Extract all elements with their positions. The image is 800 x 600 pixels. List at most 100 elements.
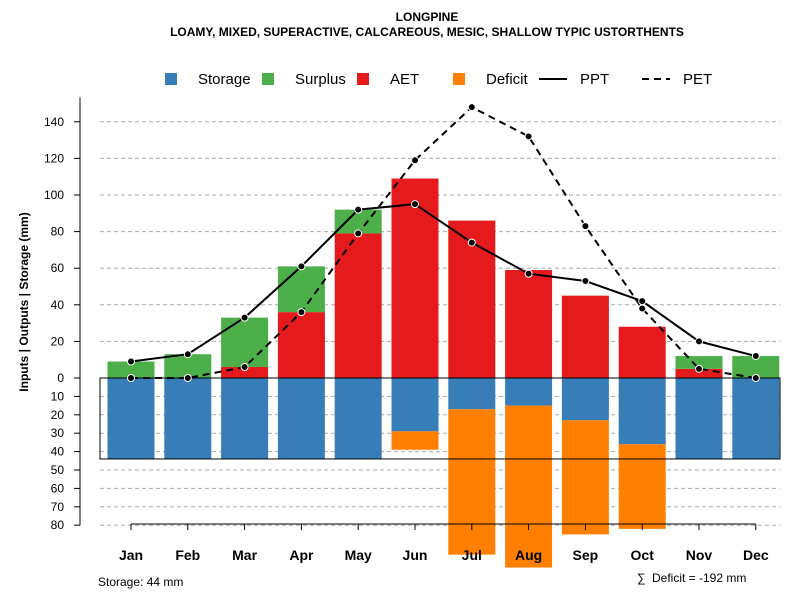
y-tick-label-lower: 20 xyxy=(51,408,65,422)
legend: Storage Surplus AET Deficit PPT PET xyxy=(165,71,712,88)
pet-line xyxy=(131,105,756,379)
axes: 0 20 40 60 80 100 120 140 10 20 30 40 50 60 70 80 Jan Feb… xyxy=(44,97,769,563)
aet-bar-sep xyxy=(561,295,609,378)
pet-point-apr xyxy=(297,308,306,317)
y-tick-label-upper: 0 xyxy=(57,371,64,385)
deficit-bar-sep xyxy=(561,420,609,535)
storage-note: Storage: 44 mm xyxy=(98,575,183,589)
bars xyxy=(99,178,781,568)
ppt-point-nov xyxy=(695,337,703,346)
aet-bar-mar xyxy=(221,367,269,378)
pet-point-dec xyxy=(751,374,760,382)
series-lines xyxy=(127,103,760,382)
deficit-bar-jun xyxy=(391,431,439,450)
storage-bar-aug xyxy=(505,378,553,406)
y-tick-label-upper: 20 xyxy=(51,334,65,348)
legend-label-storage: Storage xyxy=(198,71,251,88)
y-tick-label-upper: 140 xyxy=(44,115,64,129)
legend-swatch-aet xyxy=(357,73,369,85)
legend-label-ppt: PPT xyxy=(580,71,609,88)
aet-bar-aug xyxy=(505,270,553,378)
y-tick-label-upper: 120 xyxy=(44,151,64,165)
deficit-bar-jul xyxy=(448,409,496,555)
storage-bar-apr xyxy=(277,378,325,459)
deficit-note: Deficit = -192 mm xyxy=(652,571,746,585)
aet-bar-apr xyxy=(277,312,325,378)
pet-point-may xyxy=(354,229,363,238)
pet-point-aug xyxy=(524,132,533,141)
surplus-bar-dec xyxy=(732,356,780,378)
x-tick-label-sep: Sep xyxy=(573,547,599,563)
storage-bar-nov xyxy=(675,378,723,459)
x-tick-label-may: May xyxy=(345,547,372,563)
sum-symbol: ∑ xyxy=(637,571,646,585)
ppt-point-jan xyxy=(127,357,135,366)
storage-bar-may xyxy=(334,378,382,459)
pet-point-oct xyxy=(638,304,647,313)
storage-bar-sep xyxy=(561,378,609,421)
y-tick-label-lower: 40 xyxy=(51,445,65,459)
ppt-line xyxy=(130,203,757,363)
aet-bar-may xyxy=(334,233,382,378)
y-tick-label-lower: 80 xyxy=(51,518,65,532)
y-tick-label-upper: 80 xyxy=(51,225,65,239)
legend-label-aet: AET xyxy=(390,71,419,88)
pet-point-feb xyxy=(183,374,192,382)
storage-bar-feb xyxy=(164,378,212,459)
legend-swatch-storage xyxy=(165,73,177,85)
pet-point-mar xyxy=(240,363,249,372)
x-tick-label-aug: Aug xyxy=(515,547,542,563)
aet-bar-jun xyxy=(391,178,439,378)
y-tick-label-lower: 10 xyxy=(51,389,65,403)
storage-capacity-box xyxy=(99,377,781,460)
x-tick-label-mar: Mar xyxy=(232,547,257,563)
storage-bar-jul xyxy=(448,378,496,410)
x-tick-label-dec: Dec xyxy=(743,547,769,563)
deficit-bar-oct xyxy=(618,444,666,529)
ppt-point-jun xyxy=(411,200,419,209)
legend-label-surplus: Surplus xyxy=(295,71,346,88)
ppt-point-apr xyxy=(297,262,306,271)
pet-point-jan xyxy=(127,374,135,382)
surplus-bar-jan xyxy=(107,361,155,378)
y-tick-label-lower: 30 xyxy=(51,426,65,440)
x-tick-label-feb: Feb xyxy=(175,547,200,563)
surplus-bar-nov xyxy=(675,356,723,369)
storage-bar-jun xyxy=(391,378,439,432)
storage-bar-mar xyxy=(221,378,269,459)
storage-bar-dec xyxy=(732,378,780,459)
y-tick-label-upper: 100 xyxy=(44,188,64,202)
x-tick-label-jan: Jan xyxy=(119,547,143,563)
legend-label-pet: PET xyxy=(683,71,712,88)
deficit-bar-aug xyxy=(505,405,553,568)
y-tick-label-lower: 70 xyxy=(51,500,65,514)
x-tick-label-oct: Oct xyxy=(631,547,655,563)
gridlines xyxy=(100,121,780,526)
aet-bar-oct xyxy=(618,326,666,378)
surplus-bar-mar xyxy=(221,317,269,368)
ppt-point-aug xyxy=(524,269,533,278)
y-axis-label: Inputs | Outputs | Storage (mm) xyxy=(17,212,31,391)
ppt-point-dec xyxy=(751,352,760,361)
x-tick-label-jun: Jun xyxy=(403,547,428,563)
y-tick-label-lower: 60 xyxy=(51,481,65,495)
ppt-point-jul xyxy=(467,238,476,247)
y-tick-label-upper: 40 xyxy=(51,298,65,312)
ppt-point-sep xyxy=(581,277,590,286)
y-tick-label-lower: 50 xyxy=(51,463,65,477)
pet-point-sep xyxy=(581,222,590,231)
ppt-point-feb xyxy=(183,350,192,359)
x-tick-label-jul: Jul xyxy=(462,547,482,563)
storage-bar-jan xyxy=(107,378,155,459)
chart-title: LONGPINE xyxy=(396,10,459,24)
ppt-point-mar xyxy=(240,313,249,322)
surplus-bar-feb xyxy=(164,354,212,378)
x-tick-label-apr: Apr xyxy=(289,547,314,563)
x-tick-label-nov: Nov xyxy=(686,547,713,563)
chart-subtitle: LOAMY, MIXED, SUPERACTIVE, CALCAREOUS, M… xyxy=(170,25,684,39)
y-tick-label-upper: 60 xyxy=(51,261,65,275)
legend-swatch-surplus xyxy=(262,73,274,85)
pet-point-jun xyxy=(411,156,419,165)
ppt-point-may xyxy=(354,205,363,214)
